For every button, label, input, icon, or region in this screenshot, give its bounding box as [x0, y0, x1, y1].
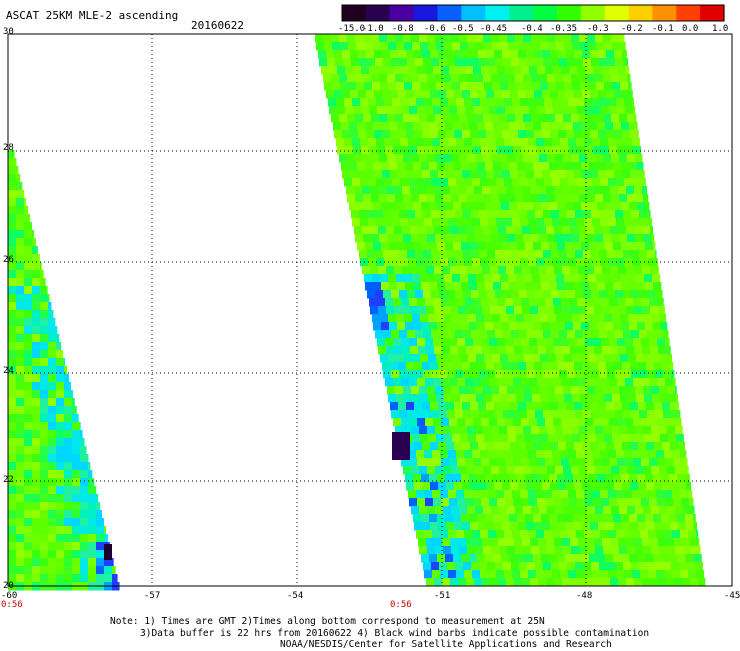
y-tick-24: 24 — [3, 366, 14, 376]
colorbar-label: -0.45 — [480, 24, 508, 34]
colorbar-cell — [461, 5, 486, 21]
colorbar-label: -0.4 — [521, 24, 543, 34]
colorbar — [341, 4, 725, 22]
colorbar-label: -0.3 — [587, 24, 609, 34]
map-date: 20160622 — [191, 19, 244, 32]
swath-layer — [8, 34, 706, 591]
grid-lines — [8, 34, 732, 586]
colorbar-cell — [628, 5, 653, 21]
footnotes: Note: 1) Times are GMT 2)Times along bot… — [110, 616, 649, 651]
x-tick-48: -48 — [576, 591, 593, 601]
colorbar-cell — [556, 5, 582, 21]
y-tick-20: 20 — [3, 581, 14, 591]
colorbar-cell — [533, 5, 558, 21]
y-tick-28: 28 — [3, 143, 14, 153]
colorbar-cell — [365, 5, 391, 21]
colorbar-cell — [580, 5, 606, 21]
colorbar-label: -0.8 — [392, 24, 414, 34]
colorbar-cell — [413, 5, 439, 21]
map-title: ASCAT 25KM MLE-2 ascending — [6, 9, 179, 22]
colorbar-cell — [342, 5, 367, 21]
colorbar-cell — [652, 5, 677, 21]
note-line-2: 3)Data buffer is 22 hrs from 20160622 4)… — [140, 627, 650, 639]
colorbar-cell — [509, 5, 534, 21]
x-tick-60: -60 — [1, 591, 18, 601]
colorbar-cell — [389, 5, 415, 21]
colorbar-cell — [700, 5, 725, 21]
colorbar-cell — [676, 5, 701, 21]
colorbar-label: 0.0 — [682, 24, 699, 34]
colorbar-label: -0.5 — [452, 24, 474, 34]
colorbar-label: 1.0 — [712, 24, 729, 34]
colorbar-label: -0.35 — [550, 24, 578, 34]
colorbar-label: -0.1 — [652, 24, 674, 34]
colorbar-label: -0.2 — [621, 24, 643, 34]
note-line-3: NOAA/NESDIS/Center for Satellite Applica… — [280, 639, 612, 650]
y-tick-30: 30 — [3, 27, 14, 37]
time-label-left: 0:56 — [1, 600, 23, 610]
x-tick-57: -57 — [144, 591, 161, 601]
colorbar-cell — [604, 5, 630, 21]
colorbar-cell — [437, 5, 462, 21]
x-tick-51: -51 — [434, 591, 451, 601]
plot-frame — [7, 33, 733, 587]
colorbar-cell — [485, 5, 510, 21]
colorbar-label: -1.0 — [362, 24, 384, 34]
y-tick-22: 22 — [3, 475, 14, 485]
time-label-right: 0:56 — [390, 600, 412, 610]
x-tick-54: -54 — [287, 591, 304, 601]
note-line-1: Note: 1) Times are GMT 2)Times along bot… — [110, 616, 545, 627]
y-tick-26: 26 — [3, 255, 14, 265]
x-tick-45: -45 — [724, 591, 740, 601]
colorbar-label: -15.0 — [338, 24, 366, 34]
colorbar-label: -0.6 — [424, 24, 446, 34]
